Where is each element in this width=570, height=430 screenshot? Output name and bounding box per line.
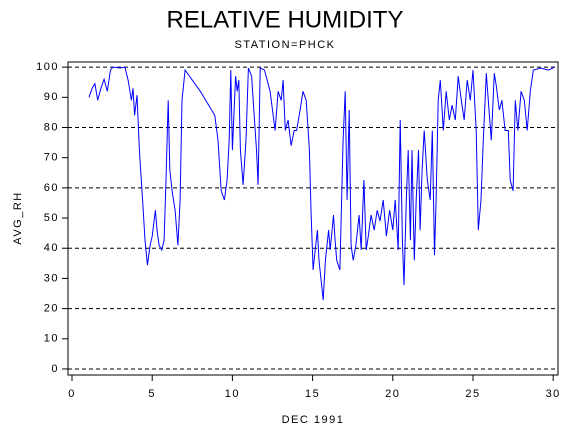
y-tick-label: 50: [44, 212, 59, 224]
x-tick-label: 15: [305, 388, 320, 400]
y-tick-label: 60: [44, 182, 59, 194]
y-tick-label: 10: [44, 333, 59, 345]
x-tick-label: 5: [148, 388, 156, 400]
data-line: [88, 66, 556, 301]
y-tick-label: 70: [44, 152, 59, 164]
x-tick-label: 25: [465, 388, 480, 400]
x-tick-label: 20: [385, 388, 400, 400]
y-tick-label: 0: [51, 363, 59, 375]
y-tick-label: 80: [44, 121, 59, 133]
y-axis-label: AVG_RH: [12, 191, 24, 244]
x-tick-label: 30: [546, 388, 561, 400]
x-tick-label: 0: [68, 388, 76, 400]
y-tick-label: 40: [44, 242, 59, 254]
y-tick-label: 20: [44, 303, 59, 315]
y-tick-label: 100: [36, 61, 59, 73]
chart-title: RELATIVE HUMIDITY: [167, 6, 404, 33]
x-tick-label: 10: [225, 388, 240, 400]
chart-subtitle: STATION=PHCK: [234, 39, 335, 51]
x-axis-label: DEC 1991: [282, 414, 345, 426]
y-tick-label: 30: [44, 272, 59, 284]
y-tick-label: 90: [44, 91, 59, 103]
